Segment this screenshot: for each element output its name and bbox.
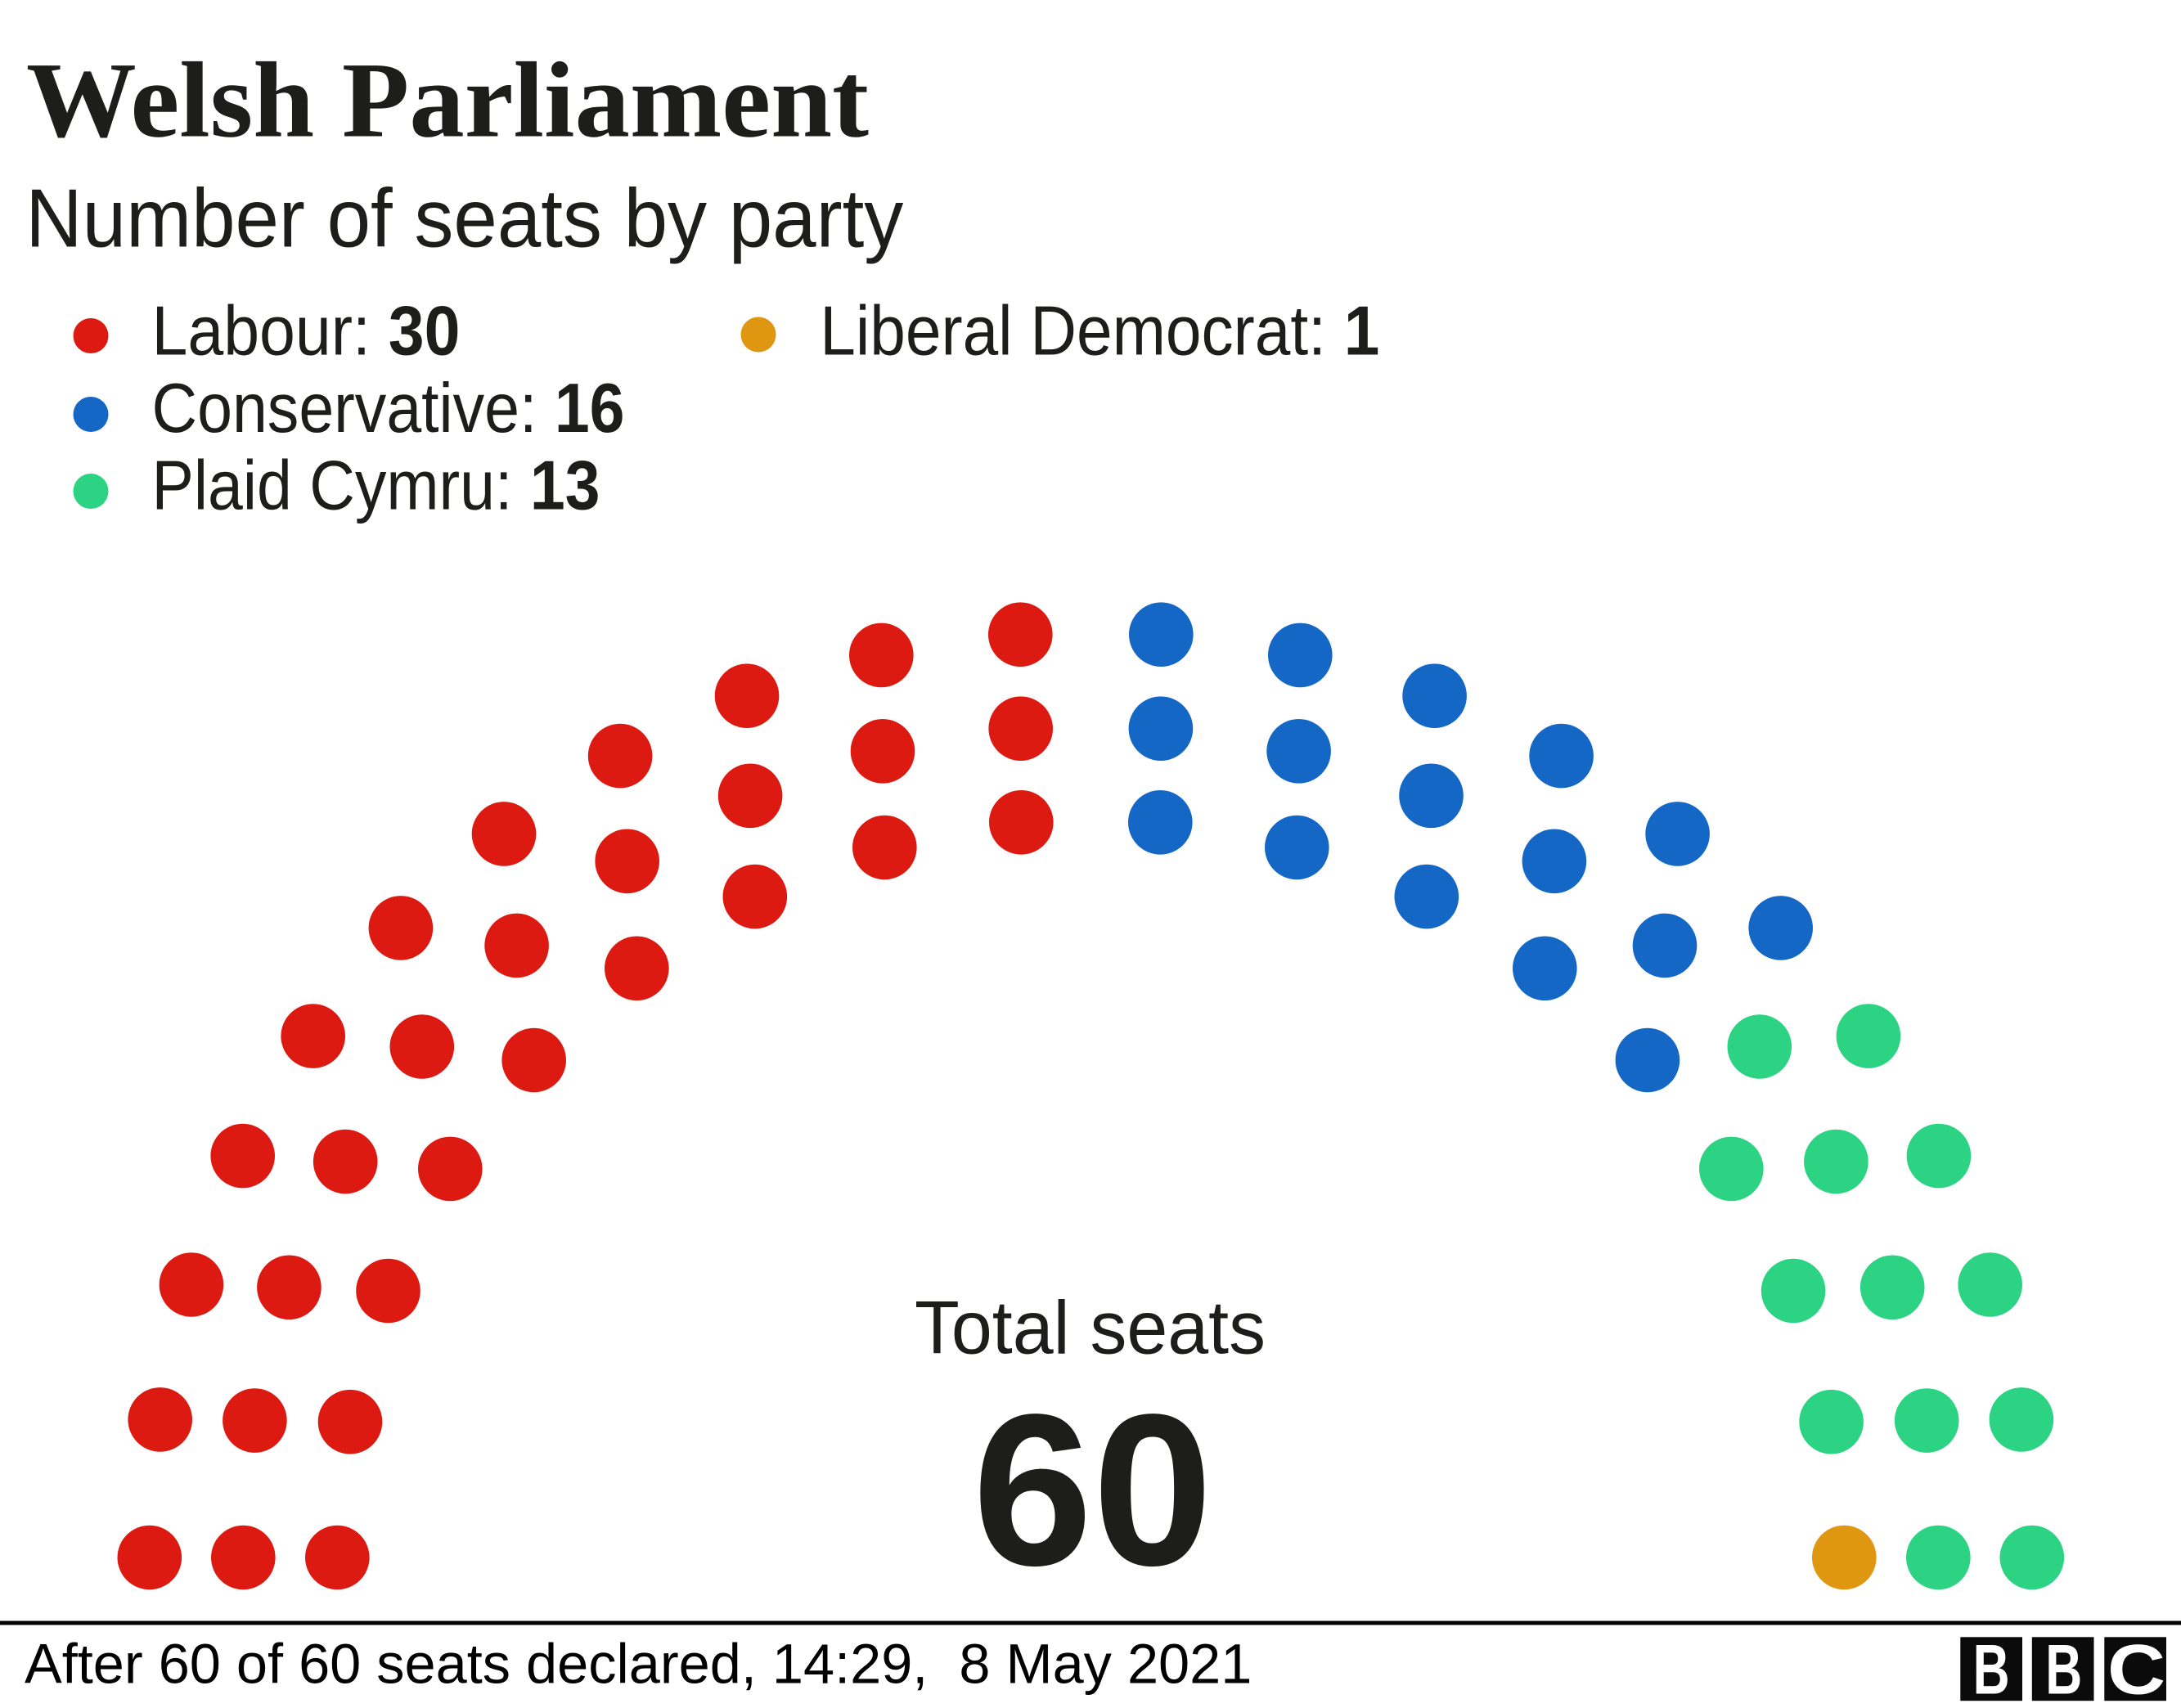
svg-text:Number of seats by party: Number of seats by party [25,173,903,265]
svg-text:Total seats: Total seats [915,1287,1266,1370]
svg-text:C: C [2107,1630,2165,1704]
svg-text:Conservative: 16: Conservative: 16 [152,370,625,447]
svg-text:After 60 of 60 seats declared,: After 60 of 60 seats declared, 14:29, 8 … [25,1633,1252,1696]
svg-text:Labour: 30: Labour: 30 [152,293,461,371]
svg-text:B: B [1973,1630,2010,1704]
svg-text:Welsh Parliament: Welsh Parliament [26,40,869,160]
svg-text:60: 60 [973,1369,1213,1611]
svg-text:Liberal Democrat: 1: Liberal Democrat: 1 [820,293,1379,371]
svg-text:Plaid Cymru: 13: Plaid Cymru: 13 [152,447,600,525]
svg-text:B: B [2045,1630,2082,1704]
